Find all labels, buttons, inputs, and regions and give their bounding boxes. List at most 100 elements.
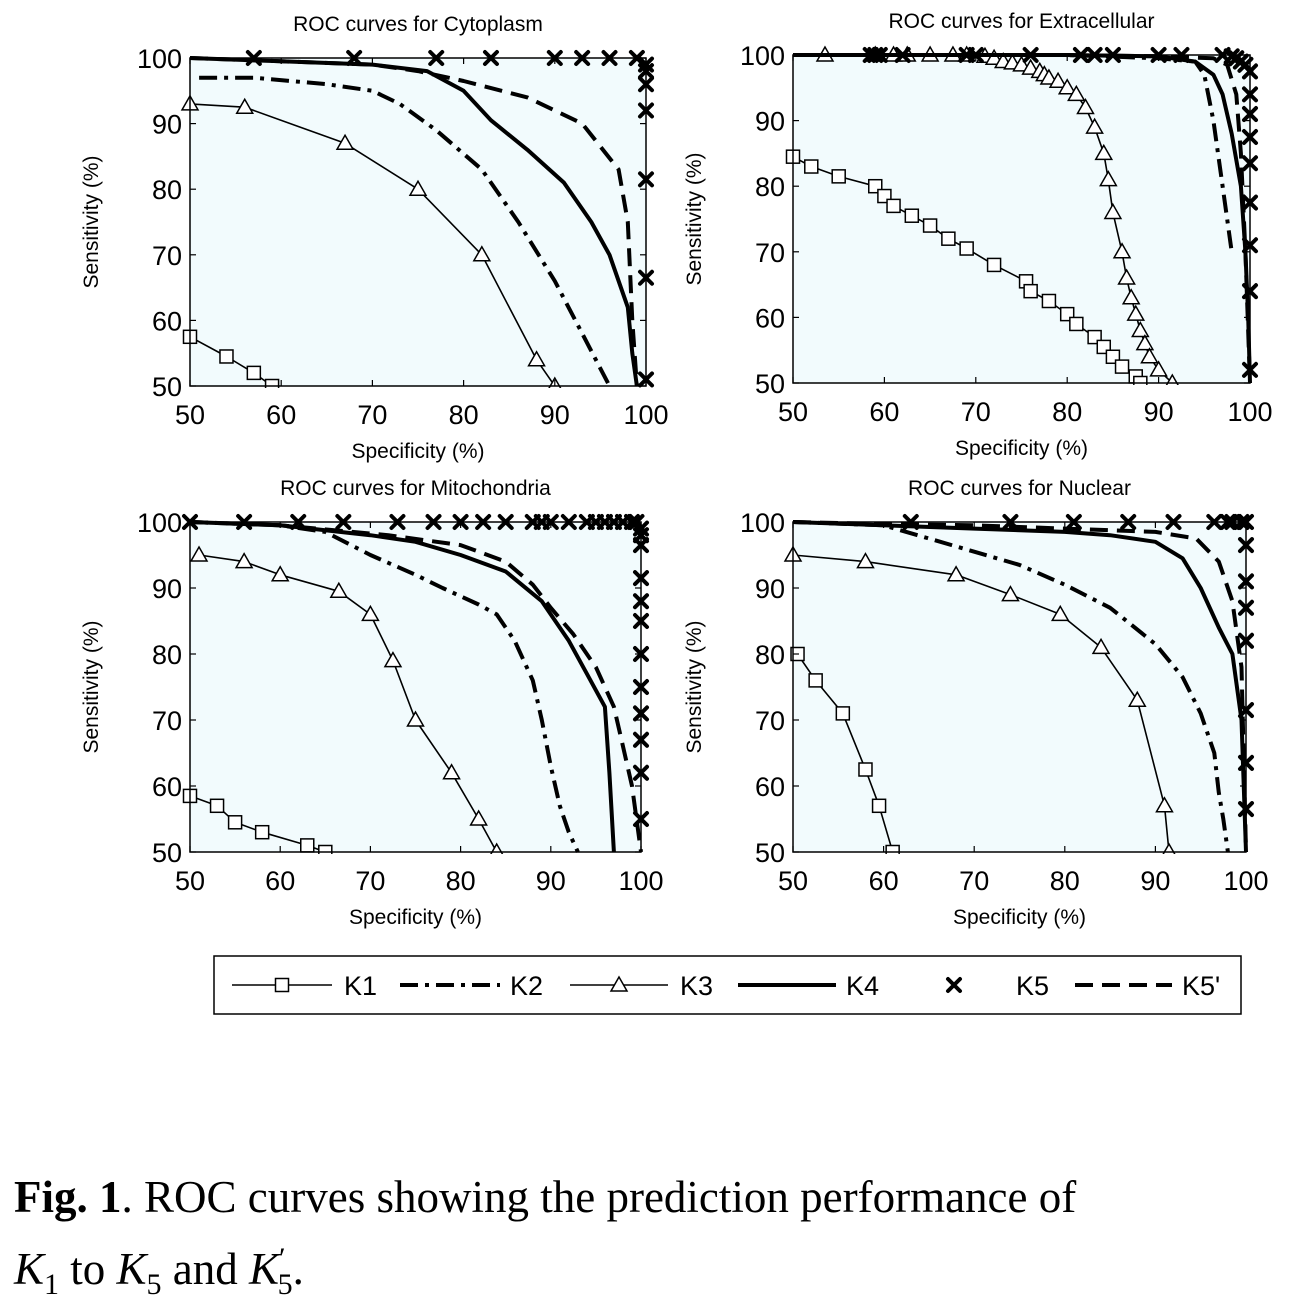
- series-k1-point: [922, 218, 938, 233]
- y-tick-label: 60: [755, 772, 785, 802]
- x-tick-label: 60: [869, 397, 899, 427]
- legend-entry-k1: K1: [232, 971, 377, 1001]
- axes-frame: [792, 54, 1251, 384]
- series-k3-point: [1149, 360, 1168, 377]
- series-k5-prime-line: [189, 56, 639, 387]
- axes-frame: [189, 57, 647, 387]
- x-tick-label: 80: [449, 400, 479, 430]
- series-k3-point: [1127, 690, 1147, 707]
- series-k1-line: [189, 336, 273, 387]
- series-k3-point: [856, 552, 875, 569]
- caption-end: .: [292, 1244, 304, 1294]
- chart-title: ROC curves for Extracellular: [888, 10, 1154, 33]
- y-tick-label: 60: [152, 772, 182, 802]
- x-tick-label: 50: [778, 866, 808, 896]
- series-k1-point: [1041, 293, 1057, 309]
- legend-label: K5': [1182, 971, 1220, 1001]
- caption-label: Fig. 1: [14, 1172, 122, 1222]
- caption-k5: K5: [116, 1244, 162, 1301]
- series-k3-point: [1135, 334, 1155, 351]
- legend-entry-k5-prime: K5': [1075, 971, 1220, 1001]
- roc-panel-4: 50 60 70 80 90 100 50 60 70 80 90 100 ROC curves for…: [683, 477, 1269, 929]
- series-k3-point: [984, 48, 1004, 66]
- x-tick-label: 60: [266, 400, 296, 430]
- y-axis-label: Sensitivity (%): [80, 155, 103, 288]
- series-k3-point: [1140, 347, 1159, 364]
- legend-marker: [609, 975, 629, 992]
- x-tick-label: 60: [265, 866, 295, 896]
- x-axis-label: Specificity (%): [351, 440, 484, 463]
- series-k3-point: [1012, 55, 1031, 72]
- caption-and: and: [161, 1244, 250, 1294]
- x-axis-label: Specificity (%): [955, 437, 1088, 460]
- series-k3-point: [361, 604, 380, 622]
- series-k3-point: [1021, 58, 1040, 75]
- series-k3-point: [235, 97, 255, 114]
- y-tick-label: 50: [152, 372, 182, 402]
- series-k3-point: [1085, 117, 1104, 134]
- legend-marker: [946, 977, 962, 993]
- series-k3-point: [1076, 97, 1095, 115]
- caption-to: to: [59, 1244, 117, 1294]
- series-k1-point: [246, 365, 262, 381]
- x-tick-label: 70: [959, 866, 989, 896]
- plot-area: [793, 55, 1250, 383]
- legend-label: K1: [344, 971, 377, 1001]
- roc-panel-2: 50 60 70 80 90 100 50 60 70 80 90 100 ROC curves for…: [683, 10, 1273, 460]
- series-k3-point: [1057, 78, 1077, 95]
- chart-title: ROC curves for Nuclear: [908, 477, 1131, 500]
- series-k3-point: [234, 552, 254, 569]
- y-tick-label: 90: [152, 574, 182, 604]
- y-tick-label: 50: [755, 369, 785, 399]
- caption-k5-prime: K′5: [249, 1242, 293, 1301]
- y-tick-label: 100: [137, 508, 182, 538]
- y-axis-label: Sensitivity (%): [683, 152, 706, 285]
- series-k1-point: [1023, 283, 1038, 299]
- series-k3-point: [946, 565, 966, 582]
- x-tick-label: 90: [1140, 866, 1170, 896]
- caption-k1: K1: [14, 1244, 60, 1301]
- roc-panel-1: 50 60 70 80 90 100 50 60 70 80 90 100 ROC curves for…: [80, 13, 669, 463]
- series-k3-point: [1155, 796, 1174, 813]
- legend-marker: [274, 977, 290, 993]
- x-tick-label: 100: [618, 866, 663, 896]
- series-k1-point: [804, 159, 819, 174]
- legend-label: K2: [510, 971, 543, 1001]
- series-k5-prime-line: [189, 520, 643, 853]
- legend-label: K5: [1016, 971, 1049, 1001]
- x-tick-label: 60: [869, 866, 899, 896]
- series-k1-point: [808, 673, 823, 688]
- series-k3-point: [1112, 242, 1132, 259]
- x-tick-label: 80: [446, 866, 476, 896]
- x-axis-label: Specificity (%): [953, 906, 1086, 929]
- series-k3-point: [189, 545, 209, 562]
- caption-text: . ROC curves showing the prediction perf…: [121, 1172, 1077, 1222]
- series-k1-point: [831, 169, 846, 184]
- x-tick-label: 90: [536, 866, 566, 896]
- series-k1-point: [858, 762, 873, 777]
- x-tick-label: 90: [540, 400, 570, 430]
- series-k3-point: [1039, 68, 1059, 85]
- legend-entry-k4: K4: [738, 971, 879, 1001]
- series-k4-line: [792, 520, 1248, 853]
- x-tick-label: 100: [1223, 866, 1268, 896]
- x-tick-label: 80: [1052, 397, 1082, 427]
- series-k1-point: [871, 798, 887, 814]
- legend-label: K4: [846, 971, 879, 1001]
- series-k1-point: [886, 198, 901, 214]
- legend-box: [213, 955, 1242, 1015]
- series-k1-point: [1114, 359, 1130, 374]
- series-k5-prime-line: [792, 520, 1248, 853]
- axes-frame: [792, 521, 1247, 853]
- series-k3-point: [1001, 585, 1020, 602]
- x-tick-label: 70: [355, 866, 385, 896]
- series-k1-point: [1069, 316, 1084, 332]
- y-tick-label: 50: [755, 838, 785, 868]
- chart-title: ROC curves for Cytoplasm: [293, 13, 543, 36]
- series-k3-point: [1094, 143, 1114, 161]
- series-k3-point: [1131, 321, 1150, 338]
- series-k3-point: [1067, 84, 1086, 102]
- axes-frame: [189, 521, 642, 853]
- y-tick-label: 80: [152, 640, 182, 670]
- caption-line-1: Fig. 1. ROC curves showing the predictio…: [14, 1166, 1304, 1228]
